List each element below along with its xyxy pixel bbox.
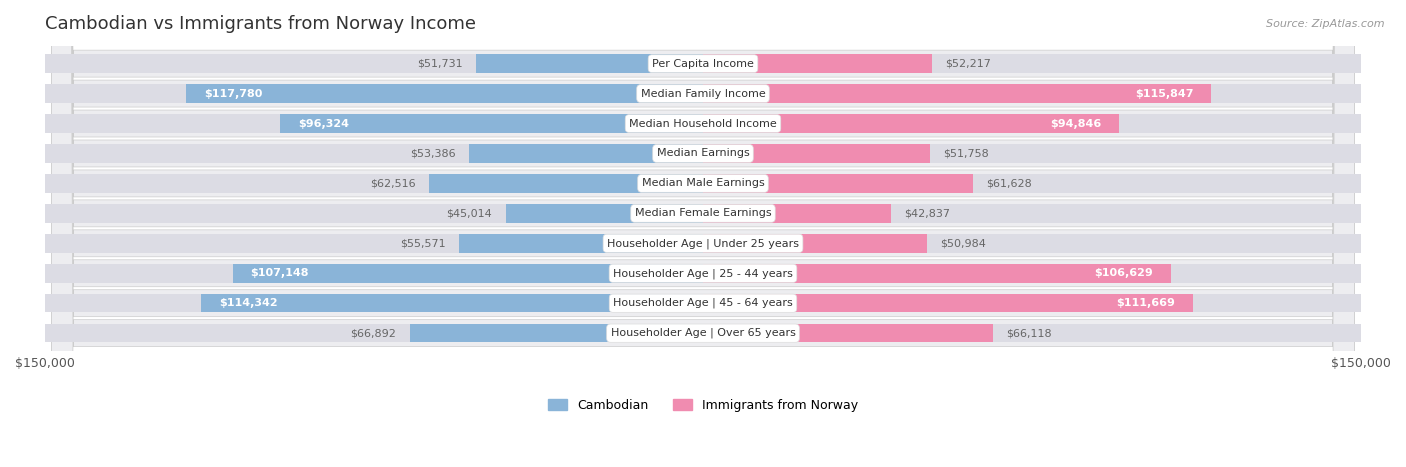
- Bar: [703, 54, 932, 73]
- Bar: [201, 294, 703, 312]
- Text: $62,516: $62,516: [370, 178, 416, 188]
- Bar: [45, 174, 703, 193]
- Text: Cambodian vs Immigrants from Norway Income: Cambodian vs Immigrants from Norway Inco…: [45, 15, 477, 33]
- Bar: [703, 264, 1361, 283]
- Text: $106,629: $106,629: [1094, 268, 1153, 278]
- Bar: [703, 324, 1361, 342]
- Bar: [703, 114, 1119, 133]
- Bar: [45, 324, 703, 342]
- FancyBboxPatch shape: [52, 0, 1354, 467]
- Bar: [429, 174, 703, 193]
- Text: $61,628: $61,628: [987, 178, 1032, 188]
- Bar: [45, 54, 703, 73]
- Text: $66,118: $66,118: [1007, 328, 1052, 338]
- FancyBboxPatch shape: [52, 0, 1354, 467]
- Bar: [703, 324, 993, 342]
- Text: $96,324: $96,324: [298, 119, 349, 128]
- Text: Householder Age | Under 25 years: Householder Age | Under 25 years: [607, 238, 799, 248]
- Text: Householder Age | Over 65 years: Householder Age | Over 65 years: [610, 328, 796, 339]
- Text: Median Female Earnings: Median Female Earnings: [634, 208, 772, 219]
- Bar: [409, 324, 703, 342]
- Bar: [703, 174, 973, 193]
- FancyBboxPatch shape: [52, 0, 1354, 467]
- Bar: [506, 204, 703, 223]
- Text: $115,847: $115,847: [1135, 89, 1194, 99]
- Bar: [703, 144, 929, 163]
- Text: $52,217: $52,217: [945, 59, 991, 69]
- Text: $55,571: $55,571: [401, 238, 446, 248]
- Bar: [703, 144, 1361, 163]
- FancyBboxPatch shape: [52, 0, 1354, 467]
- Text: $51,758: $51,758: [943, 149, 988, 158]
- Text: Source: ZipAtlas.com: Source: ZipAtlas.com: [1267, 19, 1385, 28]
- Bar: [703, 85, 1361, 103]
- FancyBboxPatch shape: [52, 0, 1354, 467]
- Text: $42,837: $42,837: [904, 208, 950, 219]
- Text: Median Male Earnings: Median Male Earnings: [641, 178, 765, 188]
- FancyBboxPatch shape: [52, 0, 1354, 467]
- Bar: [460, 234, 703, 253]
- Bar: [233, 264, 703, 283]
- Text: $51,731: $51,731: [418, 59, 463, 69]
- Bar: [186, 85, 703, 103]
- Text: Median Household Income: Median Household Income: [628, 119, 778, 128]
- Bar: [703, 234, 927, 253]
- Bar: [45, 144, 703, 163]
- Bar: [703, 85, 1211, 103]
- Text: $53,386: $53,386: [411, 149, 456, 158]
- FancyBboxPatch shape: [52, 0, 1354, 467]
- Text: $107,148: $107,148: [250, 268, 309, 278]
- Bar: [703, 294, 1192, 312]
- Text: $117,780: $117,780: [204, 89, 262, 99]
- Bar: [703, 114, 1361, 133]
- Bar: [45, 85, 703, 103]
- Bar: [703, 54, 1361, 73]
- Bar: [703, 174, 1361, 193]
- Text: Median Family Income: Median Family Income: [641, 89, 765, 99]
- Bar: [703, 234, 1361, 253]
- FancyBboxPatch shape: [52, 0, 1354, 467]
- Bar: [468, 144, 703, 163]
- Bar: [703, 204, 891, 223]
- FancyBboxPatch shape: [52, 0, 1354, 467]
- Text: Per Capita Income: Per Capita Income: [652, 59, 754, 69]
- Bar: [45, 114, 703, 133]
- Text: Householder Age | 25 - 44 years: Householder Age | 25 - 44 years: [613, 268, 793, 278]
- Text: Median Earnings: Median Earnings: [657, 149, 749, 158]
- Bar: [703, 264, 1171, 283]
- FancyBboxPatch shape: [52, 0, 1354, 467]
- Text: $111,669: $111,669: [1116, 298, 1175, 308]
- Bar: [45, 264, 703, 283]
- Bar: [45, 294, 703, 312]
- Bar: [45, 204, 703, 223]
- Legend: Cambodian, Immigrants from Norway: Cambodian, Immigrants from Norway: [548, 399, 858, 412]
- Text: $114,342: $114,342: [219, 298, 277, 308]
- Bar: [45, 234, 703, 253]
- Bar: [280, 114, 703, 133]
- Bar: [703, 294, 1361, 312]
- Text: $94,846: $94,846: [1050, 119, 1101, 128]
- Bar: [703, 204, 1361, 223]
- Bar: [477, 54, 703, 73]
- Text: $66,892: $66,892: [350, 328, 396, 338]
- Text: Householder Age | 45 - 64 years: Householder Age | 45 - 64 years: [613, 298, 793, 309]
- Text: $45,014: $45,014: [447, 208, 492, 219]
- Text: $50,984: $50,984: [939, 238, 986, 248]
